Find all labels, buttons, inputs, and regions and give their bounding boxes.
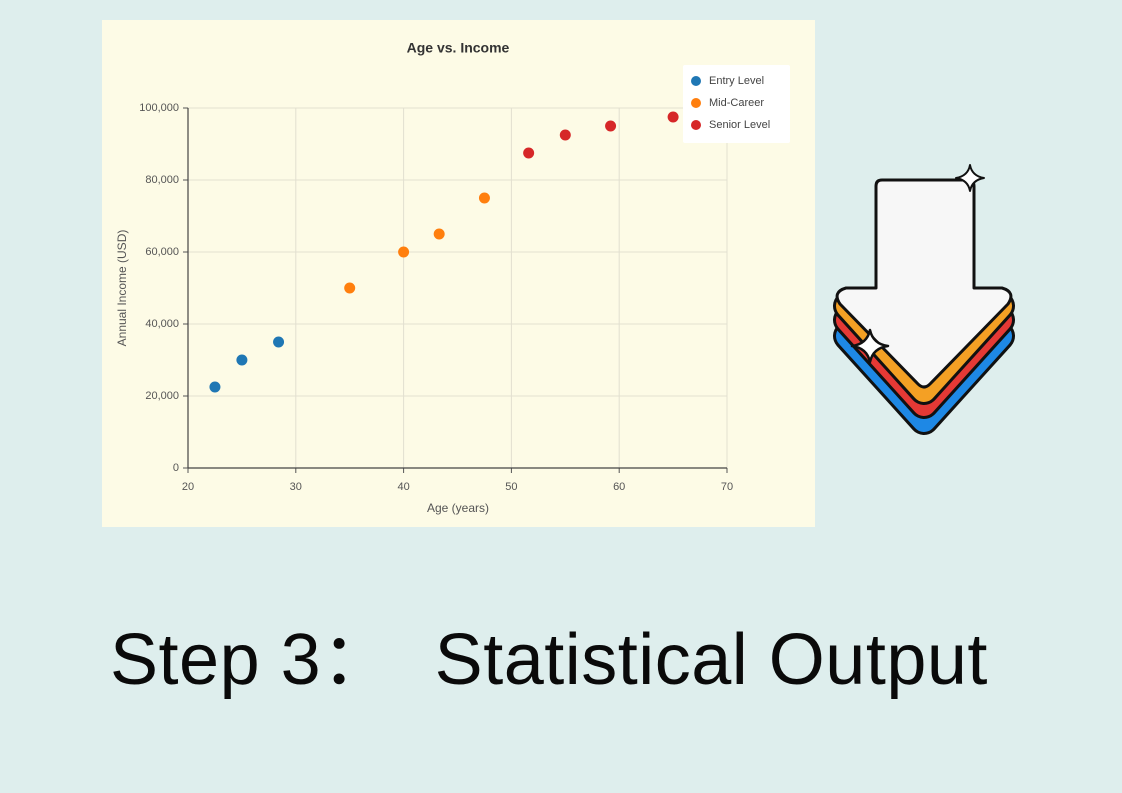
- legend-marker: [691, 120, 701, 130]
- y-tick-label: 40,000: [145, 318, 179, 330]
- legend-label: Entry Level: [709, 75, 764, 87]
- point: [209, 381, 221, 393]
- point: [344, 282, 356, 294]
- arrow-decoration: [833, 164, 1015, 435]
- point: [559, 129, 571, 141]
- point: [236, 354, 248, 366]
- x-tick-label: 40: [397, 481, 409, 493]
- y-tick-label: 100,000: [139, 102, 179, 114]
- x-tick-label: 50: [505, 481, 517, 493]
- y-axis-label: Annual Income (USD): [115, 230, 129, 347]
- point: [273, 336, 285, 348]
- x-tick-label: 70: [721, 481, 733, 493]
- y-tick-label: 20,000: [145, 390, 179, 402]
- point: [433, 228, 445, 240]
- caption: Step 3： Statistical Output: [110, 620, 988, 700]
- point: [478, 192, 490, 204]
- x-axis-label: Age (years): [427, 501, 489, 515]
- legend-label: Senior Level: [709, 119, 770, 131]
- chart-title: Age vs. Income: [407, 40, 510, 56]
- x-tick-label: 20: [182, 481, 194, 493]
- y-tick-label: 80,000: [145, 174, 179, 186]
- point: [398, 246, 410, 258]
- legend-marker: [691, 76, 701, 86]
- y-tick-label: 0: [173, 462, 179, 474]
- legend-box: [683, 65, 790, 143]
- legend-label: Mid-Career: [709, 97, 764, 109]
- point: [605, 120, 617, 132]
- x-tick-label: 60: [613, 481, 625, 493]
- x-tick-label: 30: [290, 481, 302, 493]
- point: [523, 147, 535, 159]
- y-tick-label: 60,000: [145, 246, 179, 258]
- point: [667, 111, 679, 123]
- legend-marker: [691, 98, 701, 108]
